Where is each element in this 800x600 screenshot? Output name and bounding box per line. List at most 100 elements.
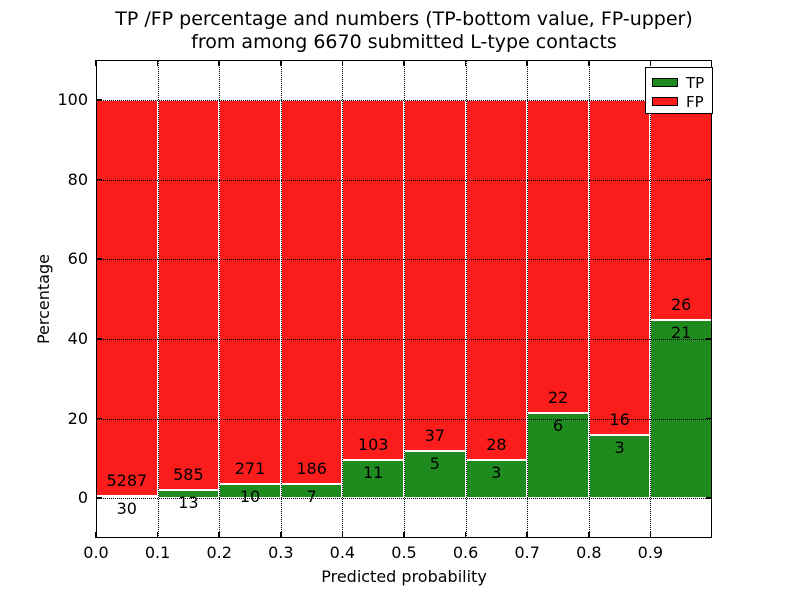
x-tick-top	[588, 60, 590, 66]
x-tick-bottom	[156, 532, 159, 538]
x-tick-label: 0.5	[391, 543, 417, 562]
tp-count-label: 21	[671, 323, 692, 343]
tp-count-label: 3	[614, 438, 625, 458]
x-tick-bottom	[464, 532, 467, 538]
x-tick-label: 0.7	[514, 543, 540, 562]
tp-count-label: 11	[363, 462, 384, 482]
fp-count-label: 16	[609, 410, 630, 430]
x-tick-label: 0.9	[637, 543, 664, 562]
x-axis-label: Predicted probability	[321, 567, 487, 586]
x-tick-label: 0.4	[329, 543, 356, 562]
fp-count-label: 186	[296, 458, 327, 478]
x-tick-top	[526, 60, 528, 66]
fp-count-label: 28	[486, 434, 507, 454]
bar-segment-fp	[157, 99, 220, 490]
x-tick-top	[649, 60, 652, 66]
bar-segment-tp	[404, 450, 466, 499]
bar-segment-fp	[527, 99, 589, 413]
v-gridline	[157, 60, 159, 538]
x-tick-bottom	[403, 532, 405, 538]
fp-count-label: 26	[671, 295, 692, 315]
x-tick-bottom	[95, 532, 97, 538]
v-gridline	[280, 60, 282, 538]
legend-row-fp: FP	[646, 92, 712, 111]
x-tick-label: 0.1	[144, 543, 171, 562]
fp-count-label: 103	[357, 434, 389, 454]
bar-segment-fp	[404, 99, 466, 451]
y-tick-label: 80	[67, 169, 88, 189]
bar-segment-tp	[650, 320, 712, 499]
x-tick-label: 0.2	[206, 543, 232, 562]
tp-count-label: 30	[116, 498, 137, 518]
bar-segment-tp	[527, 412, 589, 499]
y-tick-label: 20	[67, 408, 88, 428]
v-gridline	[342, 60, 344, 538]
tp-count-label: 6	[552, 415, 564, 435]
y-tick-left	[96, 258, 102, 260]
legend-row-tp: TP	[646, 73, 712, 92]
y-tick-label: 0	[77, 488, 88, 508]
tp-count-label: 13	[178, 492, 199, 512]
x-tick-top	[218, 60, 220, 66]
x-tick-label: 0.3	[268, 543, 294, 562]
y-tick-label: 40	[67, 328, 88, 348]
bar-segment-fp	[219, 99, 281, 484]
x-tick-bottom	[341, 532, 344, 538]
fp-count-label: 271	[234, 458, 266, 478]
fp-legend-swatch	[652, 97, 678, 106]
bar-segment-fp	[280, 99, 343, 484]
tp-count-label: 10	[239, 486, 261, 506]
x-tick-bottom	[280, 532, 282, 538]
x-tick-top	[95, 60, 97, 66]
tp-legend-swatch	[652, 78, 678, 87]
x-tick-bottom	[588, 532, 590, 538]
y-tick-left	[96, 178, 102, 181]
bar-segment-tp	[342, 459, 404, 499]
y-tick-label: 100	[57, 89, 88, 109]
y-tick-left	[96, 417, 102, 420]
y-tick-left	[96, 338, 102, 340]
fp-count-label: 585	[173, 464, 204, 484]
y-axis-label: Percentage	[34, 254, 53, 345]
x-tick-top	[280, 60, 282, 66]
tp-count-label: 7	[306, 486, 317, 506]
x-tick-bottom	[526, 532, 528, 538]
fp-count-label: 5287	[106, 470, 148, 490]
chart-title-line2: from among 6670 submitted L-type contact…	[191, 31, 617, 53]
x-tick-label: 0.8	[576, 543, 602, 562]
x-tick-label: 0.0	[83, 543, 109, 562]
y-tick-right	[706, 258, 712, 260]
x-tick-label: 0.6	[452, 543, 479, 562]
v-gridline	[219, 60, 221, 538]
bar-segment-fp	[588, 99, 651, 436]
y-tick-right	[706, 178, 712, 181]
bar-segment-fp	[650, 99, 712, 321]
v-gridline	[588, 60, 590, 538]
y-tick-left	[96, 497, 102, 499]
bar-segment-tp	[588, 435, 651, 499]
chart-title: TP /FP percentage and numbers (TP-bottom…	[96, 8, 712, 54]
y-tick-label: 60	[67, 249, 88, 269]
v-gridline	[650, 60, 652, 538]
bar-segment-fp	[342, 99, 404, 460]
tp-count-label: 5	[429, 453, 440, 473]
fp-legend-label: FP	[686, 92, 704, 111]
x-tick-top	[341, 60, 344, 66]
y-tick-right	[706, 497, 712, 499]
fp-count-label: 22	[547, 387, 569, 407]
v-gridline	[404, 60, 405, 538]
legend: TP FP	[645, 67, 713, 114]
x-tick-top	[403, 60, 405, 66]
bar-segment-fp	[465, 99, 528, 460]
plot-area: 5287 30 585 13 271 10 186 7 103 11 37 5 28 3 22 6 16 3 26 2…	[95, 60, 712, 538]
tp-legend-label: TP	[686, 73, 705, 92]
y-tick-left	[96, 99, 102, 101]
fp-count-label: 37	[424, 425, 445, 445]
y-tick-right	[706, 338, 712, 340]
x-tick-top	[464, 60, 467, 66]
bar-segment-tp	[465, 459, 528, 499]
x-tick-bottom	[218, 532, 220, 538]
v-gridline	[465, 60, 467, 538]
x-tick-top	[156, 60, 159, 66]
bar-segment-fp	[96, 99, 158, 496]
